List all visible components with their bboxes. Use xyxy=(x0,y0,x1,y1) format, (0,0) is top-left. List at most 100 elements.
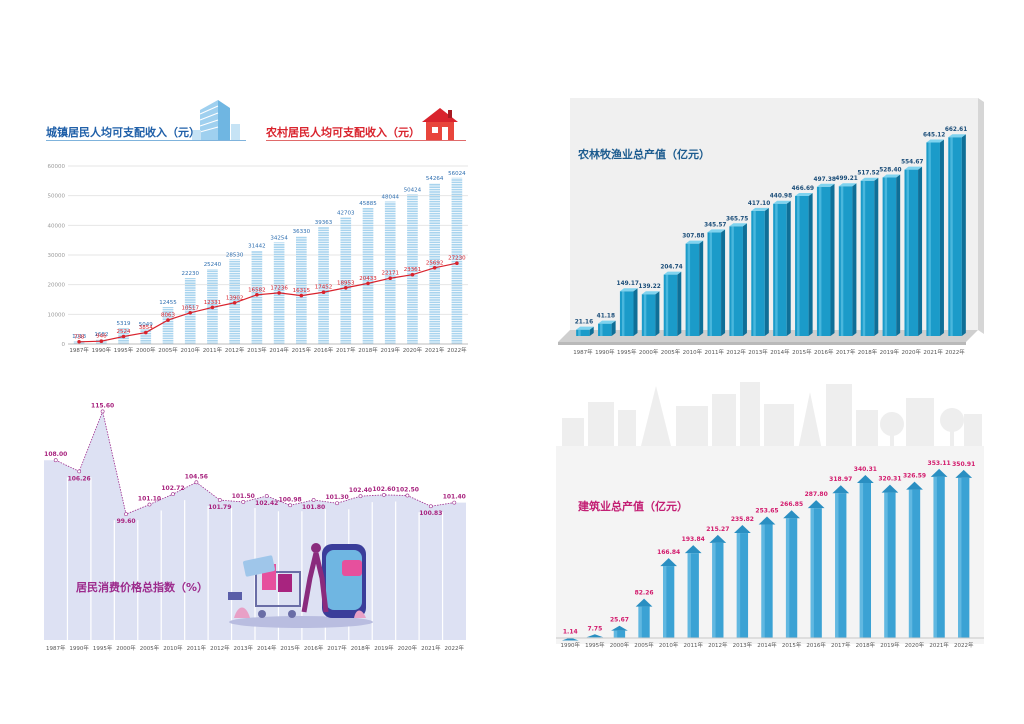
build-bar-label: 320.31 xyxy=(878,476,901,483)
income-bar-label: 54264 xyxy=(426,176,444,182)
build-bar-label: 318.97 xyxy=(829,476,852,483)
cpi-value-label: 101.50 xyxy=(232,493,255,500)
cpi-point xyxy=(77,469,82,474)
agri-floor-edge xyxy=(558,342,966,345)
income-title-underline xyxy=(46,140,246,141)
income-rural-label: 12331 xyxy=(204,300,222,306)
income-rural-label: 23361 xyxy=(404,267,422,273)
income-rural-point xyxy=(321,290,326,295)
income-rural-point xyxy=(299,293,304,298)
cpi-xtick-label: 2016年 xyxy=(304,644,324,652)
cpi-value-label: 102.40 xyxy=(349,487,372,494)
income-bar-label: 45885 xyxy=(359,201,377,207)
agri-bar-label: 417.10 xyxy=(748,201,770,207)
build-xtick-label: 2022年 xyxy=(954,641,974,649)
income-bar xyxy=(207,269,218,344)
income-xtick-label: 2010年 xyxy=(180,346,200,354)
build-xtick-label: 1990年 xyxy=(561,641,581,649)
build-xtick-label: 2011年 xyxy=(683,641,703,649)
cpi-value-label: 102.42 xyxy=(255,500,278,507)
build-bar xyxy=(881,484,899,638)
income-ytick-label: 10000 xyxy=(48,312,66,318)
income-rural-line xyxy=(79,262,458,343)
cpi-xtick-label: 2012年 xyxy=(210,644,230,652)
income-xtick-label: 2020年 xyxy=(403,346,423,354)
income-rural-label: 8063 xyxy=(161,313,175,319)
agri-bar xyxy=(663,271,682,336)
cpi-xtick-label: 2019年 xyxy=(374,644,394,652)
agri-xtick-label: 1995年 xyxy=(617,348,637,356)
income-bar-label: 28530 xyxy=(226,252,244,258)
income-xtick-label: 2005年 xyxy=(158,346,178,354)
income-bar xyxy=(384,201,396,344)
agri-bar-label: 149.17 xyxy=(617,281,639,287)
income-rural-point xyxy=(277,291,281,295)
income-rural-point xyxy=(232,300,237,305)
cpi-point xyxy=(124,512,128,517)
cpi-line xyxy=(55,410,455,515)
income-rural-label: 17452 xyxy=(315,285,333,291)
agri-bar xyxy=(641,291,660,336)
income-xtick-label: 2014年 xyxy=(269,346,289,354)
build-bar xyxy=(586,634,604,638)
agri-bar-label: 528.40 xyxy=(879,167,901,173)
build-chart: 1.14 1990年 7.75 1995年 25.67 2000年 82.26 2005年 16… xyxy=(556,460,984,649)
income-xtick-label: 2019年 xyxy=(380,346,400,354)
build-bar xyxy=(906,481,923,638)
cpi-value-label: 100.98 xyxy=(279,496,302,503)
income-bar xyxy=(296,236,307,344)
shopping-illustration xyxy=(228,543,373,628)
income-rural-point xyxy=(432,265,437,270)
cpi-value-label: 115.60 xyxy=(91,402,114,409)
build-xtick-label: 2020年 xyxy=(905,641,925,649)
agri-bar-label: 497.38 xyxy=(814,177,836,183)
income-xtick-label: 2017年 xyxy=(336,346,356,354)
income-rural-label: 25692 xyxy=(426,260,444,266)
income-title-urban: 城镇居民人均可支配收入（元） xyxy=(46,126,200,139)
cpi-xtick-label: 2017年 xyxy=(327,644,347,652)
cpi-value-label: 101.79 xyxy=(208,504,231,511)
build-bar xyxy=(856,475,874,638)
agri-bar xyxy=(860,177,879,336)
income-xtick-label: 2021年 xyxy=(425,346,445,354)
income-rural-label: 18953 xyxy=(337,280,355,286)
cpi-value-label: 102.60 xyxy=(372,486,395,493)
income-bar-label: 36330 xyxy=(293,229,311,235)
agri-panel: 21.16 1987年 41.18 1990年 149.17 1995年 139.22 200… xyxy=(556,96,984,364)
agri-bar-label: 554.67 xyxy=(901,160,923,166)
agri-bar-label: 440.98 xyxy=(770,194,792,200)
build-xtick-label: 2014年 xyxy=(757,641,777,649)
agri-background-side xyxy=(978,98,984,334)
income-rural-label: 20433 xyxy=(359,276,377,282)
income-bar-label: 22230 xyxy=(181,271,199,277)
agri-bar xyxy=(576,326,594,336)
agri-title: 农林牧渔业总产值（亿元） xyxy=(578,148,710,161)
build-bar-label: 1.14 xyxy=(563,628,578,635)
income-rural-point xyxy=(121,334,126,339)
build-bar xyxy=(611,625,628,638)
cpi-xtick-label: 1995年 xyxy=(93,644,113,652)
income-rural-point xyxy=(99,339,104,343)
build-bar-label: 350.91 xyxy=(952,461,975,468)
cpi-point xyxy=(217,498,222,502)
income-rural-point xyxy=(188,310,193,315)
income-rural-point xyxy=(455,261,459,266)
build-bar-label: 25.67 xyxy=(610,617,629,624)
income-bar-label: 1013 xyxy=(72,334,86,340)
cpi-point xyxy=(171,492,175,497)
income-rural-point xyxy=(166,318,170,322)
agri-xtick-label: 2011年 xyxy=(705,348,725,356)
agri-bar xyxy=(619,288,638,336)
income-rural-point xyxy=(77,340,81,344)
agri-xtick-label: 2012年 xyxy=(726,348,746,356)
build-bar xyxy=(832,485,850,638)
income-bar-label: 5049 xyxy=(139,322,153,328)
cpi-value-label: 102.72 xyxy=(161,485,184,492)
build-xtick-label: 2017年 xyxy=(831,641,851,649)
agri-bar xyxy=(773,200,791,336)
build-xtick-label: 2016年 xyxy=(806,641,826,649)
house-icon xyxy=(422,108,458,140)
build-bar-label: 266.85 xyxy=(780,501,803,508)
agri-bar-label: 41.18 xyxy=(597,314,615,320)
cpi-xtick-label: 2022年 xyxy=(445,644,465,652)
